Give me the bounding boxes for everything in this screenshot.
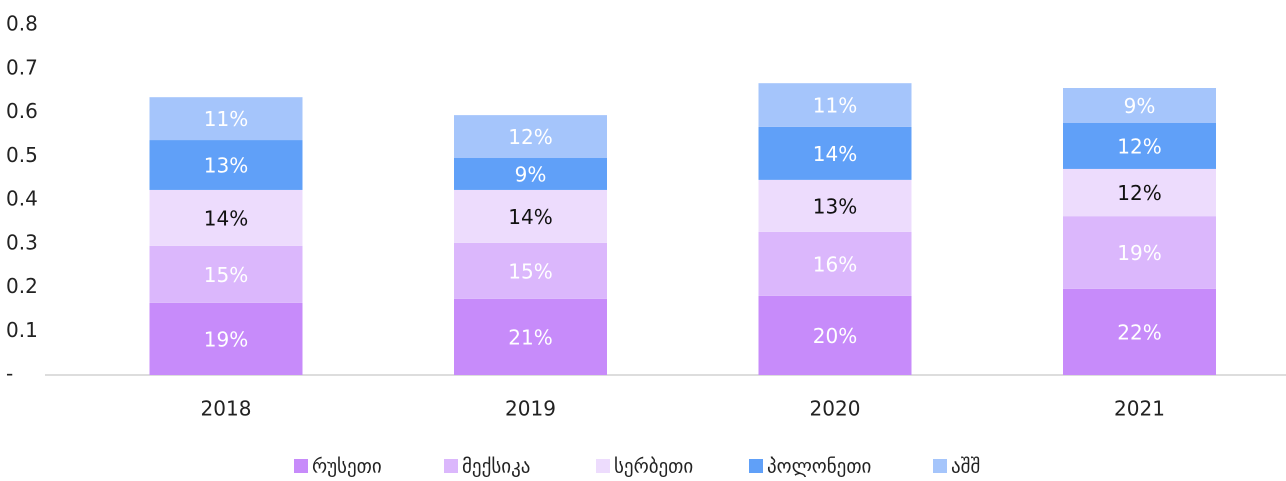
data-label: 9%: [1124, 94, 1156, 118]
bar-segment: [454, 189, 607, 243]
legend-label: პოლონეთი: [767, 456, 871, 478]
bar-segment: [758, 83, 912, 127]
data-label: 14%: [508, 205, 552, 229]
x-tick-label: 2019: [505, 397, 556, 421]
data-label: 14%: [204, 206, 248, 230]
data-label: 12%: [1117, 134, 1161, 158]
bar-segment: [758, 126, 912, 180]
bar-segment: [1063, 88, 1216, 123]
bar-segment: [149, 189, 303, 246]
legend-label: რუსეთი: [312, 456, 382, 478]
bar-segment: [149, 302, 303, 375]
bar-segment: [758, 231, 912, 296]
data-label: 19%: [1117, 241, 1161, 265]
y-tick-label: -: [6, 362, 13, 386]
y-tick-label: 0.8: [6, 12, 38, 36]
data-label: 21%: [508, 325, 552, 349]
data-label: 11%: [204, 107, 248, 131]
legend-swatch: [294, 459, 308, 473]
legend-swatch: [596, 459, 610, 473]
bar-segment: [149, 97, 303, 141]
data-label: 15%: [204, 263, 248, 287]
y-tick-label: 0.7: [6, 55, 38, 79]
legend-label: სერბეთი: [614, 456, 693, 478]
bar-segment: [758, 179, 912, 232]
data-label: 20%: [813, 324, 857, 348]
legend-label: მექსიკა: [462, 456, 530, 478]
bar-segment: [1063, 288, 1216, 375]
y-tick-label: 0.6: [6, 99, 38, 123]
bar-segment: [1063, 216, 1216, 289]
bar-segment: [454, 298, 607, 375]
data-label: 12%: [508, 125, 552, 149]
data-label: 12%: [1117, 181, 1161, 205]
bar-segment: [454, 158, 607, 190]
legend-swatch: [749, 459, 763, 473]
x-tick-label: 2020: [810, 397, 861, 421]
data-label: 19%: [204, 327, 248, 351]
data-label: 16%: [813, 252, 857, 276]
x-tick-label: 2021: [1114, 397, 1165, 421]
bar-segment: [454, 115, 607, 158]
x-tick-label: 2018: [201, 397, 252, 421]
y-tick-label: 0.5: [6, 143, 38, 167]
bar-segment: [149, 245, 303, 303]
legend-label: აშშ: [951, 456, 980, 478]
y-tick-label: 0.4: [6, 187, 38, 211]
data-label: 9%: [515, 162, 547, 186]
bar-segment: [1063, 168, 1216, 217]
y-tick-label: 0.1: [6, 318, 38, 342]
data-label: 22%: [1117, 320, 1161, 344]
bar-segment: [454, 242, 607, 299]
y-tick-label: 0.2: [6, 274, 38, 298]
data-label: 14%: [813, 142, 857, 166]
data-label: 11%: [813, 94, 857, 118]
bar-segment: [1063, 123, 1216, 169]
bar-segment: [758, 295, 912, 375]
legend-swatch: [933, 459, 947, 473]
y-tick-label: 0.3: [6, 230, 38, 254]
data-label: 13%: [813, 194, 857, 218]
bar-segment: [149, 140, 303, 190]
legend-swatch: [444, 459, 458, 473]
data-label: 15%: [508, 259, 552, 283]
data-label: 13%: [204, 154, 248, 178]
